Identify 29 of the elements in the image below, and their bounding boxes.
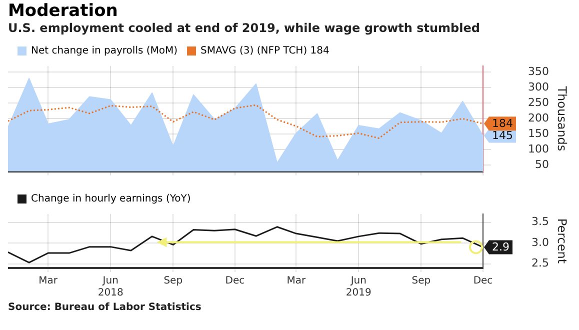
data-label: 2.9 [492, 240, 510, 254]
y-tick-label: 50 [535, 158, 549, 172]
y-tick-label: 100 [528, 142, 549, 156]
x-tick-label: Dec [225, 276, 245, 287]
y-tick-label: 150 [528, 127, 549, 140]
x-tick-label: Dec [473, 276, 493, 287]
y-tick-label: 250 [528, 96, 549, 110]
data-label: 145 [492, 129, 513, 142]
y-tick-label: 2.5 [532, 256, 549, 270]
y-tick-label: 3.5 [532, 215, 549, 228]
y-axis-title: Thousands [554, 85, 569, 152]
legend-label: SMAVG (3) (NFP TCH) 184 [200, 46, 330, 57]
x-tick-label: Jun 2018 [98, 276, 124, 299]
chart-subtitle: U.S. employment cooled at end of 2019, while wage growth stumbled [8, 21, 481, 36]
y-tick-label: 300 [528, 80, 549, 94]
x-tick-label: Jun 2019 [346, 276, 372, 299]
x-tick-label: Mar [38, 276, 58, 287]
x-tick-label: Sep [164, 276, 183, 287]
y-tick-label: 200 [528, 112, 549, 125]
legend-label: Net change in payrolls (MoM) [31, 46, 178, 57]
x-tick-label: Mar [286, 276, 306, 287]
chart-title: Moderation [8, 1, 119, 21]
y-tick-label: 3.0 [532, 236, 549, 249]
source-note: Source: Bureau of Labor Statistics [8, 302, 202, 313]
y-axis-title: Percent [554, 218, 569, 264]
data-label: 184 [492, 117, 513, 130]
x-tick-label: Sep [412, 276, 431, 287]
y-tick-label: 350 [528, 65, 549, 78]
legend-label: Change in hourly earnings (YoY) [31, 194, 191, 205]
